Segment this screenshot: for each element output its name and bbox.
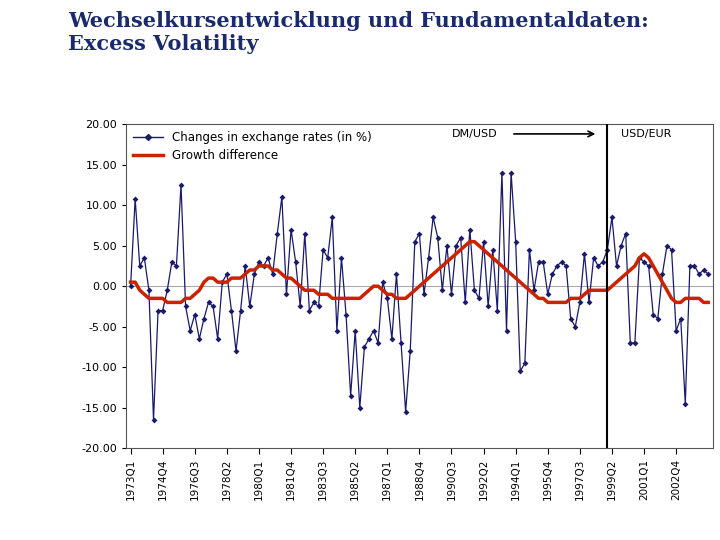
Changes in exchange rates (in %): [474, 295, 483, 301]
Changes in exchange rates (in %): [672, 327, 680, 334]
Changes in exchange rates (in %): [621, 230, 630, 237]
Text: Wechselkursentwicklung und Fundamentaldaten:
Excess Volatility: Wechselkursentwicklung und Fundamentalda…: [68, 11, 649, 54]
Growth difference: [126, 279, 135, 285]
Changes in exchange rates (in %): [498, 170, 506, 176]
Growth difference: [163, 299, 171, 306]
Growth difference: [480, 246, 488, 253]
Growth difference: [470, 238, 479, 245]
Changes in exchange rates (in %): [158, 307, 167, 314]
Text: DM/USD: DM/USD: [451, 129, 497, 139]
Growth difference: [502, 267, 510, 273]
Line: Growth difference: Growth difference: [130, 241, 708, 302]
Growth difference: [704, 299, 713, 306]
Text: USD/EUR: USD/EUR: [621, 129, 672, 139]
Growth difference: [154, 295, 163, 301]
Growth difference: [672, 299, 680, 306]
Growth difference: [466, 238, 474, 245]
Changes in exchange rates (in %): [502, 327, 510, 334]
Changes in exchange rates (in %): [466, 226, 474, 233]
Legend: Changes in exchange rates (in %), Growth difference: Changes in exchange rates (in %), Growth…: [128, 126, 377, 167]
Changes in exchange rates (in %): [126, 283, 135, 289]
Growth difference: [621, 271, 630, 278]
Changes in exchange rates (in %): [149, 417, 158, 423]
Changes in exchange rates (in %): [704, 271, 713, 278]
Line: Changes in exchange rates (in %): Changes in exchange rates (in %): [128, 171, 711, 422]
